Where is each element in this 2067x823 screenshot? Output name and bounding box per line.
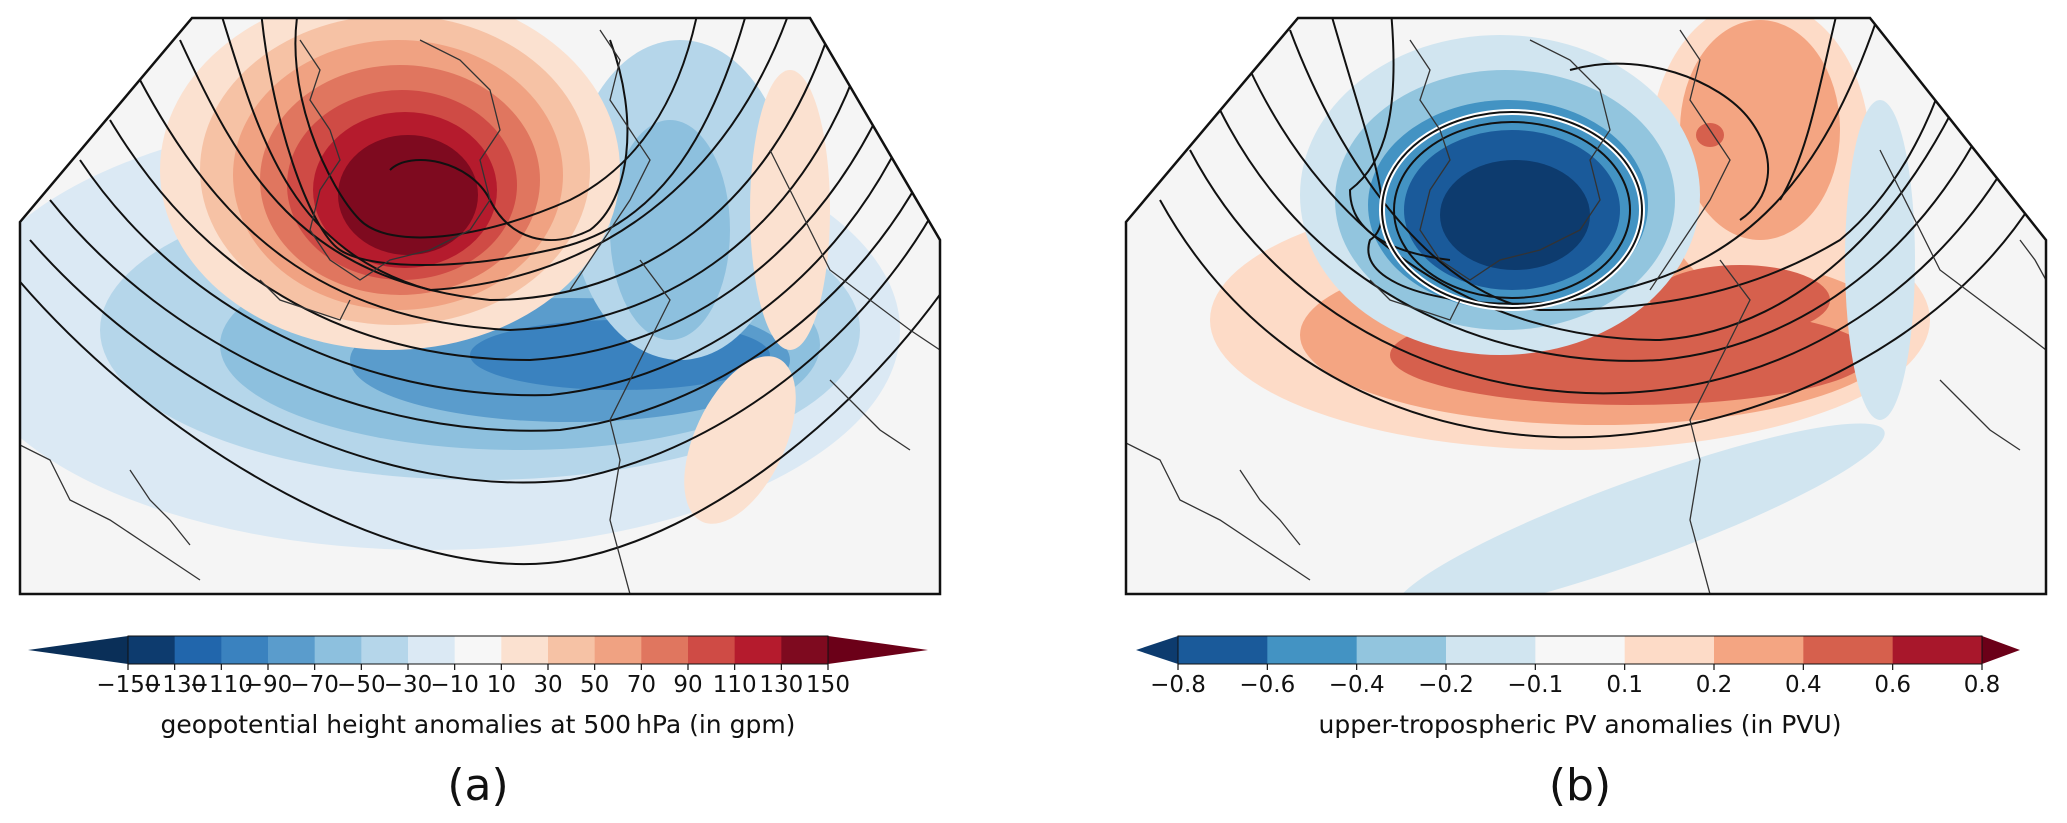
colorbar-a-cells (128, 636, 829, 664)
colorbar-b-extend-low (1136, 636, 1178, 664)
colorbar-tick-label: 90 (673, 672, 702, 698)
colorbar-tick-label: 110 (713, 672, 757, 698)
colorbar-cell (454, 636, 502, 664)
colorbar-cell (361, 636, 409, 664)
colorbar-a-extend-high (828, 636, 928, 664)
colorbar-a: −150−130−110−90−70−50−30−10 10 30 50 70 90 110… (28, 635, 928, 739)
colorbar-tick-label: −0.4 (1329, 672, 1385, 698)
colorbar-cell (1356, 636, 1447, 664)
colorbar-tick-label: 70 (627, 672, 656, 698)
colorbar-b-ticks: −0.8 −0.6 −0.4 −0.2 −0.1 0.1 0.2 0.4 0.6 0.8 (1150, 664, 2000, 698)
colorbar-tick-label: 50 (580, 672, 609, 698)
colorbar-tick-label: −0.2 (1418, 672, 1474, 698)
colorbar-tick-label: 0.4 (1785, 672, 1822, 698)
panel-a-letter: (a) (447, 760, 508, 811)
colorbar-tick-label: 150 (806, 672, 850, 698)
colorbar-cell (1624, 636, 1715, 664)
colorbar-tick-label: −110 (190, 672, 253, 698)
colorbar-cell (594, 636, 642, 664)
colorbar-b-label: upper-tropospheric PV anomalies (in PVU) (1319, 710, 1842, 739)
colorbar-tick-label: −0.1 (1507, 672, 1563, 698)
panel-b: −0.8 −0.6 −0.4 −0.2 −0.1 0.1 0.2 0.4 0.6 0.8 uppe… (1120, 0, 2067, 823)
coastlines-b (1126, 29, 2046, 594)
colorbar-cell (548, 636, 596, 664)
colorbar-tick-label: 130 (759, 672, 803, 698)
colorbar-tick-label: −0.8 (1150, 672, 1206, 698)
colorbar-a-extend-low (28, 636, 128, 664)
coastlines (20, 29, 940, 594)
colorbar-cell (314, 636, 362, 664)
height-contours (20, 18, 940, 565)
colorbar-tick-label: 0.2 (1696, 672, 1733, 698)
colorbar-tick-label: −0.6 (1239, 672, 1295, 698)
colorbar-cell (688, 636, 736, 664)
colorbar-cell (221, 636, 269, 664)
panel-b-svg: −0.8 −0.6 −0.4 −0.2 −0.1 0.1 0.2 0.4 0.6 0.8 uppe… (1124, 16, 2048, 811)
colorbar-cell (501, 636, 549, 664)
colorbar-cell (174, 636, 222, 664)
colorbar-cell (1178, 636, 1268, 664)
colorbar-tick-label: −150 (96, 672, 159, 698)
colorbar-a-outline (127, 635, 829, 665)
colorbar-tick-label: −70 (290, 672, 339, 698)
colorbar-cell (1267, 636, 1358, 664)
map-b (1124, 16, 2048, 596)
colorbar-cell (734, 636, 782, 664)
colorbar-cell (1714, 636, 1804, 664)
pv-contours (1159, 18, 2046, 439)
colorbar-tick-label: 0.8 (1964, 672, 2001, 698)
colorbar-cell (1535, 636, 1626, 664)
colorbar-cell (1892, 636, 1983, 664)
colorbar-tick-label: 0.1 (1606, 672, 1643, 698)
colorbar-tick-label: −130 (143, 672, 206, 698)
colorbar-a-ticks: −150−130−110−90−70−50−30−10 10 30 50 70 90 110… (96, 664, 850, 698)
pv-inner-contour (1393, 121, 1631, 299)
colorbar-tick-label: −90 (244, 672, 293, 698)
colorbar-tick-label: 0.6 (1874, 672, 1911, 698)
colorbar-cell (408, 636, 456, 664)
map-frame (18, 16, 942, 596)
colorbar-tick-label: −50 (337, 672, 386, 698)
colorbar-cell (781, 636, 829, 664)
colorbar-cell (1803, 636, 1894, 664)
colorbar-cell (1446, 636, 1536, 664)
colorbar-cell (641, 636, 689, 664)
colorbar-cell (128, 636, 176, 664)
pv-ring-contour (1381, 111, 1643, 309)
colorbar-tick-label: 10 (487, 672, 516, 698)
colorbar-b-cells (1178, 636, 1983, 664)
colorbar-b-extend-high (1982, 636, 2020, 664)
panel-a: −150 −130 −110 −90 −70 −50 −30 −10 10 30 50 70 90 110… (10, 0, 1010, 823)
colorbar-b: −0.8 −0.6 −0.4 −0.2 −0.1 0.1 0.2 0.4 0.6 0.8 uppe… (1136, 635, 2020, 739)
colorbar-tick-label: 30 (533, 672, 562, 698)
colorbar-b-outline (1177, 635, 1983, 665)
colorbar-a-label: geopotential height anomalies at 500 hPa… (161, 710, 796, 739)
panel-a-svg: −150−130−110−90−70−50−30−10 10 30 50 70 90 110… (18, 16, 942, 811)
colorbar-cell (268, 636, 316, 664)
colorbar-tick-label: −30 (384, 672, 433, 698)
panel-b-letter: (b) (1549, 760, 1611, 811)
map-a (18, 16, 942, 596)
map-frame-b (1124, 16, 2048, 596)
colorbar-tick-label: −10 (430, 672, 479, 698)
